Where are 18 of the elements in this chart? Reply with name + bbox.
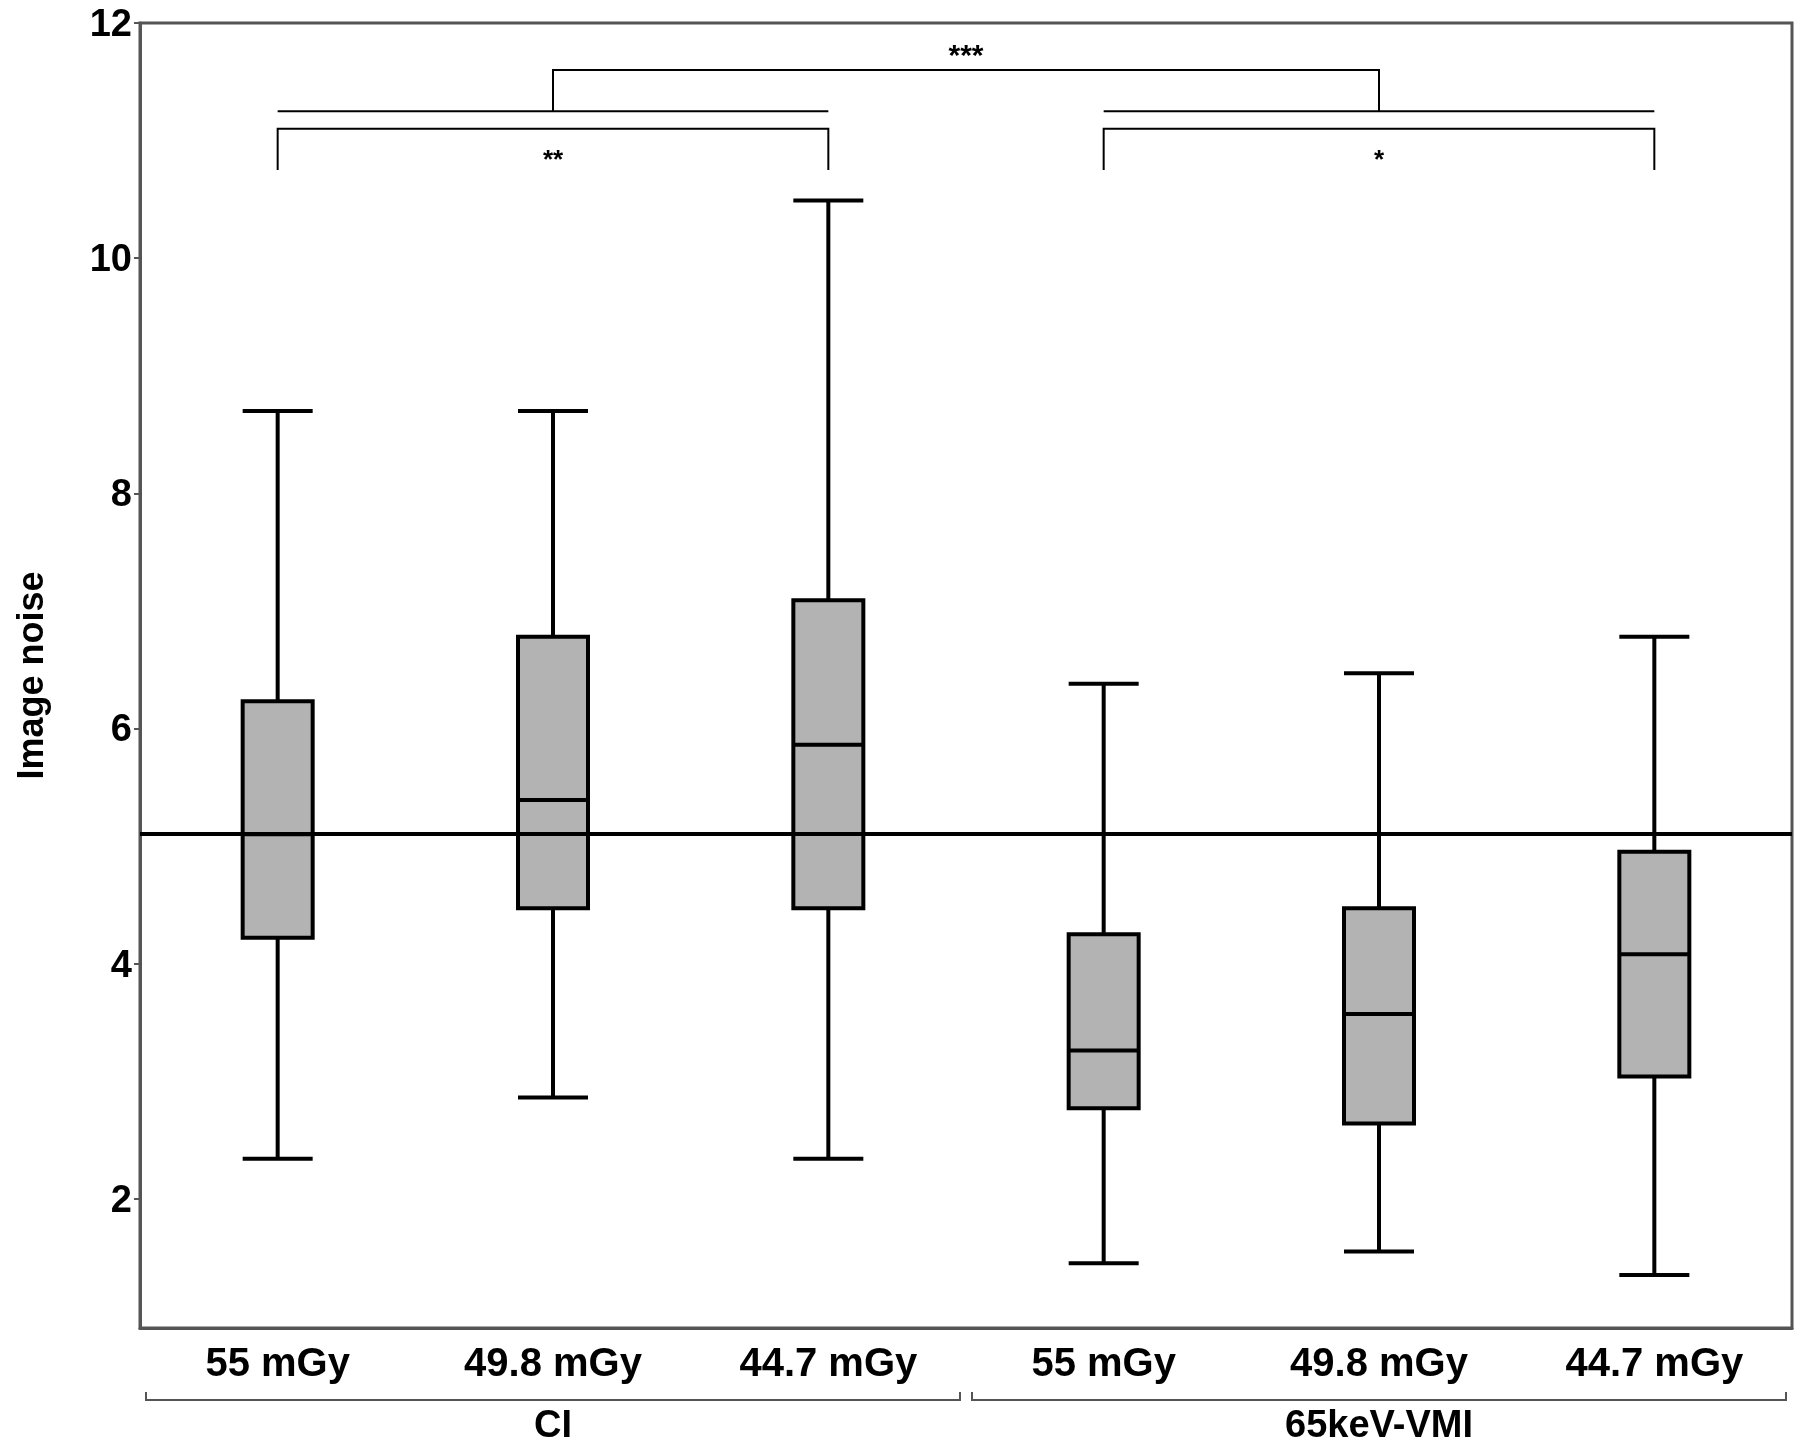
y-axis-title: Image noise — [9, 571, 51, 780]
y-tick-label: 10 — [89, 237, 132, 280]
x-tick-label: 55 mGy — [1031, 1340, 1177, 1384]
x-tick-label: 55 mGy — [205, 1340, 351, 1384]
y-tick-label: 8 — [110, 472, 132, 515]
y-tick-label: 6 — [110, 707, 132, 750]
x-tick-label: 49.8 mGy — [1290, 1340, 1469, 1384]
x-tick-label: 44.7 mGy — [739, 1340, 919, 1384]
text: CI — [534, 1403, 572, 1445]
text: 65keV-VMI — [1285, 1403, 1473, 1445]
y-tick-label: 12 — [89, 2, 132, 44]
x-tick-label: 49.8 mGy — [464, 1340, 643, 1384]
x-tick-label: 44.7 mGy — [1565, 1340, 1745, 1384]
y-tick-label: 2 — [110, 1177, 132, 1220]
annotation: *** — [948, 37, 984, 71]
annotation: * — [1373, 143, 1385, 174]
y-tick-label: 4 — [110, 942, 132, 985]
annotation: ** — [542, 143, 564, 174]
